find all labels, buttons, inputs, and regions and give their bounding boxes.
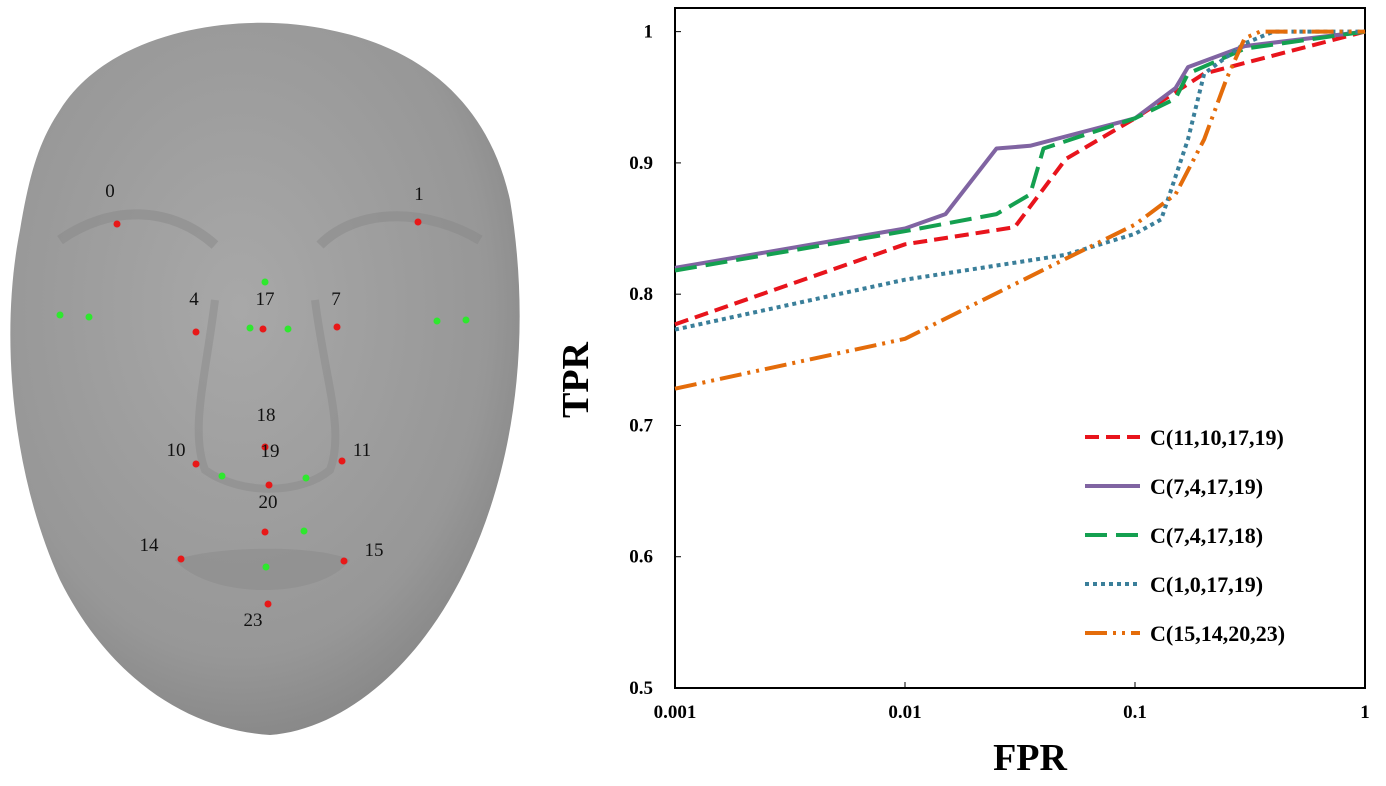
green-landmark — [218, 472, 226, 480]
landmark-label: 20 — [259, 492, 278, 513]
green-landmark — [56, 311, 64, 319]
roc-line — [674, 29, 1365, 391]
red-landmark — [259, 325, 267, 333]
y-tick-label: 0.6 — [629, 547, 653, 568]
green-landmark — [284, 325, 292, 333]
landmark-label: 19 — [261, 441, 280, 462]
roc-line — [674, 29, 1366, 327]
landmark-label: 11 — [353, 440, 371, 461]
landmark-label: 23 — [244, 610, 263, 631]
green-landmark — [433, 317, 441, 325]
landmark-label: 18 — [257, 405, 276, 426]
landmark-label: 14 — [140, 535, 160, 556]
y-tick-label: 1 — [644, 22, 654, 43]
green-landmark — [302, 474, 310, 482]
green-landmark — [261, 278, 269, 286]
roc-line — [674, 29, 1365, 332]
legend-label: C(15,14,20,23) — [1150, 621, 1285, 646]
red-landmark — [265, 481, 273, 489]
roc-line — [674, 29, 1366, 273]
y-tick-label: 0.5 — [629, 678, 653, 699]
legend-label: C(11,10,17,19) — [1150, 425, 1284, 450]
red-landmark — [192, 460, 200, 468]
legend-label: C(7,4,17,18) — [1150, 523, 1263, 548]
y-tick-label: 0.9 — [629, 153, 653, 174]
landmark-label: 0 — [105, 181, 115, 202]
green-landmark — [85, 313, 93, 321]
red-landmark — [113, 220, 121, 228]
green-landmark — [262, 563, 270, 571]
landmark-label: 15 — [365, 540, 384, 561]
x-tick-label: 0.1 — [1123, 702, 1147, 723]
x-tick-label: 0.001 — [654, 702, 697, 723]
legend-label: C(7,4,17,19) — [1150, 474, 1263, 499]
y-tick-label: 0.8 — [629, 284, 653, 305]
green-landmark — [462, 316, 470, 324]
x-axis-title: FPR — [993, 737, 1067, 779]
brow-shading — [57, 209, 483, 249]
red-landmark — [192, 328, 200, 336]
red-landmark — [338, 457, 346, 465]
green-landmark — [246, 324, 254, 332]
x-tick-label: 1 — [1360, 702, 1370, 723]
red-landmark — [261, 528, 269, 536]
legend-label: C(1,0,17,19) — [1150, 572, 1263, 597]
red-landmark — [340, 557, 348, 565]
mouth-shading — [175, 548, 350, 590]
landmark-label: 1 — [414, 184, 424, 205]
face-image — [10, 22, 520, 736]
landmark-label: 7 — [331, 289, 341, 310]
landmark-label: 17 — [256, 289, 275, 310]
red-landmark — [414, 218, 422, 226]
green-landmark — [300, 527, 308, 535]
red-landmark — [177, 555, 185, 563]
x-tick-label: 0.01 — [888, 702, 921, 723]
red-landmark — [333, 323, 341, 331]
red-landmark — [261, 443, 269, 451]
y-axis-title: TPR — [555, 341, 597, 418]
landmark-label: 10 — [167, 440, 186, 461]
landmark-label: 4 — [189, 289, 199, 310]
y-tick-label: 0.7 — [629, 415, 653, 436]
red-landmark — [264, 600, 272, 608]
roc-line — [674, 29, 1366, 270]
plot-frame — [674, 7, 1366, 689]
nose-shading — [194, 299, 340, 493]
face-shape — [10, 22, 520, 736]
